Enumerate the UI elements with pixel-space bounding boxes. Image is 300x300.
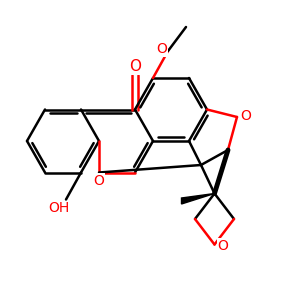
Text: O: O bbox=[218, 239, 228, 253]
Polygon shape bbox=[182, 194, 214, 204]
Text: O: O bbox=[94, 174, 104, 188]
Text: OH: OH bbox=[48, 202, 69, 215]
Text: O: O bbox=[156, 43, 167, 56]
Text: O: O bbox=[240, 109, 251, 122]
Text: O: O bbox=[129, 59, 141, 74]
